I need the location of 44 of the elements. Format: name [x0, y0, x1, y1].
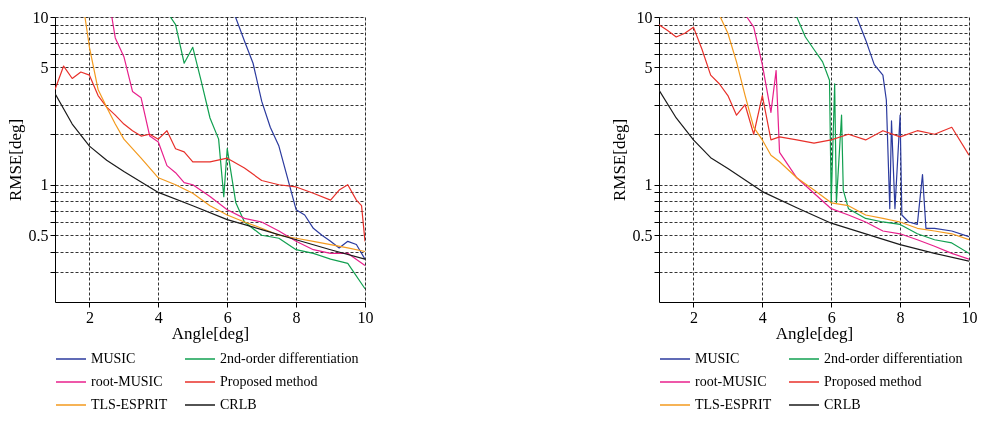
- x-tick-label: 2: [85, 308, 94, 326]
- line-series: [719, 17, 969, 241]
- legend-label: 2nd-order differentiation: [220, 351, 359, 366]
- y-tick-label: 5: [40, 59, 49, 76]
- legend-label: CRLB: [824, 397, 861, 412]
- line-series: [659, 89, 969, 262]
- y-axis-title: RMSE[deg]: [609, 118, 629, 202]
- x-tick-label: 8: [292, 308, 301, 326]
- line-series: [796, 17, 969, 254]
- y-axis-title: RMSE[deg]: [5, 118, 25, 202]
- x-axis-title: Angle[deg]: [775, 323, 854, 343]
- x-axis-title: Angle[deg]: [171, 323, 250, 343]
- legend-label: root-MUSIC: [695, 374, 767, 389]
- line-series: [234, 17, 365, 260]
- legend-label: Proposed method: [220, 374, 318, 389]
- y-tick-label: 10: [32, 8, 49, 26]
- y-tick-label: 1: [644, 176, 653, 194]
- line-series: [659, 24, 969, 156]
- legend-label: TLS-ESPRIT: [695, 397, 772, 412]
- x-tick-label: 10: [357, 308, 374, 326]
- line-series: [169, 17, 365, 290]
- legend-label: 2nd-order differentiation: [824, 351, 963, 366]
- x-tick-label: 6: [827, 308, 836, 326]
- x-tick-label: 4: [758, 308, 767, 326]
- line-series: [55, 65, 365, 242]
- line-series: [856, 17, 969, 238]
- line-series: [55, 92, 365, 260]
- legend-label: root-MUSIC: [91, 374, 163, 389]
- x-tick-label: 10: [961, 308, 978, 326]
- y-tick-label: 1: [40, 176, 49, 194]
- x-tick-label: 4: [154, 308, 163, 326]
- x-tick-label: 2: [689, 308, 698, 326]
- legend-label: MUSIC: [695, 351, 740, 366]
- line-series: [746, 17, 969, 260]
- y-tick-label: 0.5: [632, 226, 653, 244]
- legend-label: Proposed method: [824, 374, 922, 389]
- y-tick-label: 5: [644, 59, 653, 76]
- legend-label: TLS-ESPRIT: [91, 397, 168, 412]
- x-tick-label: 8: [896, 308, 905, 326]
- legend-label: MUSIC: [91, 351, 136, 366]
- y-tick-label: 10: [636, 8, 653, 26]
- legend-label: CRLB: [220, 397, 257, 412]
- x-tick-label: 6: [223, 308, 232, 326]
- y-tick-label: 0.5: [28, 226, 49, 244]
